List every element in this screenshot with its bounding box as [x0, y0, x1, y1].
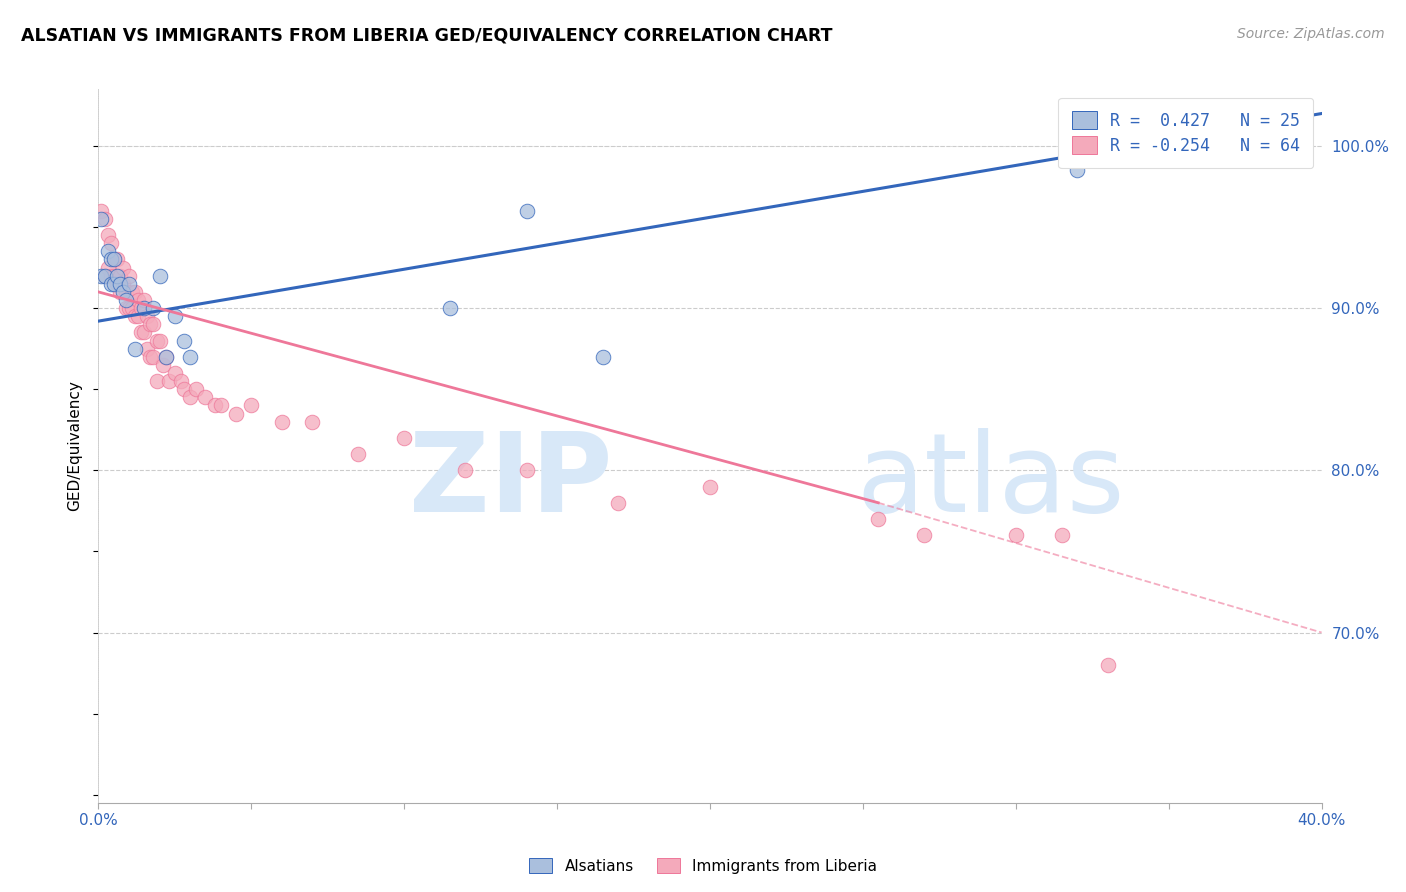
Point	[103, 277, 125, 291]
Point	[186, 382, 208, 396]
Text: ZIP: ZIP	[409, 428, 612, 535]
Y-axis label: GED/Equivalency: GED/Equivalency	[67, 381, 83, 511]
Point	[108, 268, 131, 283]
Point	[93, 211, 115, 226]
Point	[115, 285, 138, 299]
Point	[301, 415, 323, 429]
Point	[454, 463, 477, 477]
Point	[129, 301, 152, 315]
Point	[111, 285, 134, 299]
Point	[592, 350, 614, 364]
Point	[157, 374, 180, 388]
Point	[139, 318, 162, 332]
Point	[170, 374, 193, 388]
Point	[111, 277, 134, 291]
Point	[118, 277, 141, 291]
Point	[516, 203, 538, 218]
Point	[100, 236, 122, 251]
Point	[105, 277, 128, 291]
Point	[90, 268, 112, 283]
Point	[194, 390, 217, 404]
Text: Source: ZipAtlas.com: Source: ZipAtlas.com	[1237, 27, 1385, 41]
Point	[129, 326, 152, 340]
Point	[163, 310, 186, 324]
Point	[868, 512, 890, 526]
Point	[97, 244, 120, 259]
Point	[142, 350, 165, 364]
Text: atlas: atlas	[856, 428, 1125, 535]
Point	[439, 301, 461, 315]
Point	[93, 268, 115, 283]
Legend: R =  0.427   N = 25, R = -0.254   N = 64: R = 0.427 N = 25, R = -0.254 N = 64	[1059, 97, 1313, 169]
Point	[392, 431, 416, 445]
Point	[100, 277, 122, 291]
Point	[1050, 528, 1073, 542]
Point	[134, 301, 156, 315]
Point	[115, 301, 138, 315]
Point	[124, 285, 146, 299]
Point	[173, 334, 195, 348]
Point	[115, 293, 138, 307]
Point	[111, 260, 134, 275]
Point	[270, 415, 292, 429]
Point	[121, 301, 143, 315]
Point	[145, 334, 167, 348]
Point	[1066, 163, 1088, 178]
Point	[103, 252, 125, 267]
Point	[699, 479, 721, 493]
Point	[142, 301, 165, 315]
Point	[142, 318, 165, 332]
Point	[139, 350, 162, 364]
Point	[105, 252, 128, 267]
Point	[90, 211, 112, 226]
Point	[149, 334, 172, 348]
Point	[100, 268, 122, 283]
Point	[108, 285, 131, 299]
Text: ALSATIAN VS IMMIGRANTS FROM LIBERIA GED/EQUIVALENCY CORRELATION CHART: ALSATIAN VS IMMIGRANTS FROM LIBERIA GED/…	[21, 27, 832, 45]
Point	[97, 228, 120, 243]
Point	[149, 268, 172, 283]
Point	[97, 260, 120, 275]
Point	[124, 310, 146, 324]
Point	[103, 268, 125, 283]
Legend: Alsatians, Immigrants from Liberia: Alsatians, Immigrants from Liberia	[523, 852, 883, 880]
Point	[118, 268, 141, 283]
Point	[134, 293, 156, 307]
Point	[127, 310, 149, 324]
Point	[204, 399, 226, 413]
Point	[103, 252, 125, 267]
Point	[105, 268, 128, 283]
Point	[145, 374, 167, 388]
Point	[124, 342, 146, 356]
Point	[179, 350, 201, 364]
Point	[155, 350, 177, 364]
Point	[108, 277, 131, 291]
Point	[347, 447, 370, 461]
Point	[173, 382, 195, 396]
Point	[155, 350, 177, 364]
Point	[118, 301, 141, 315]
Point	[1097, 657, 1119, 672]
Point	[209, 399, 232, 413]
Point	[516, 463, 538, 477]
Point	[127, 293, 149, 307]
Point	[136, 342, 159, 356]
Point	[163, 366, 186, 380]
Point	[121, 285, 143, 299]
Point	[136, 310, 159, 324]
Point	[240, 399, 263, 413]
Point	[134, 326, 156, 340]
Point	[225, 407, 247, 421]
Point	[93, 268, 115, 283]
Point	[912, 528, 935, 542]
Point	[100, 252, 122, 267]
Point	[1004, 528, 1026, 542]
Point	[607, 496, 630, 510]
Point	[152, 358, 174, 372]
Point	[90, 203, 112, 218]
Point	[179, 390, 201, 404]
